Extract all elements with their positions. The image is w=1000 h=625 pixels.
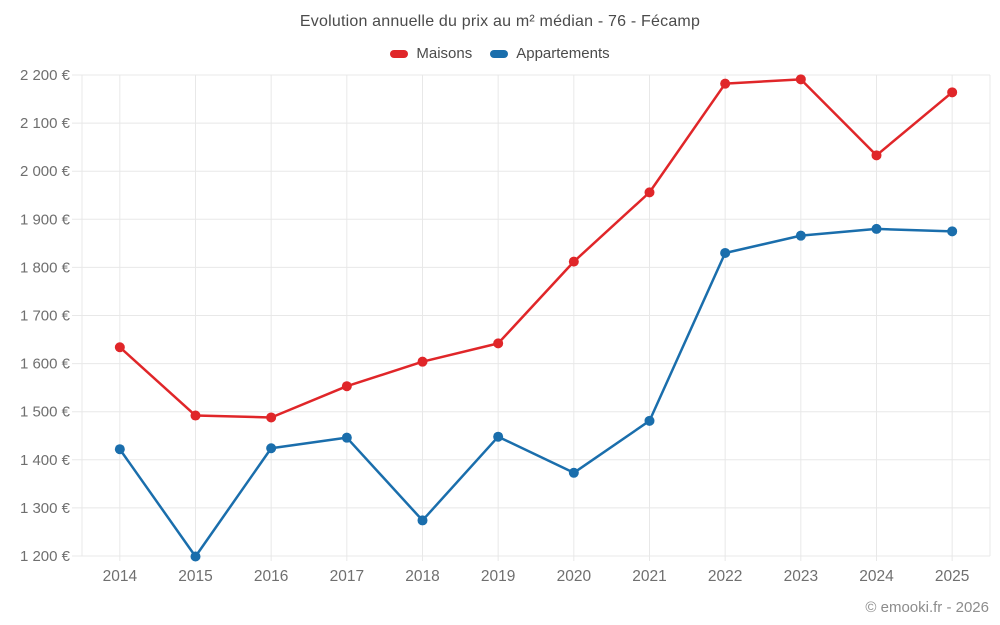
legend-swatch-maisons-icon bbox=[390, 49, 409, 58]
y-tick-label: 1 300 € bbox=[20, 500, 71, 517]
data-point-maisons-2023[interactable] bbox=[795, 74, 806, 85]
data-point-maisons-2020[interactable] bbox=[568, 256, 579, 267]
chart-title: Evolution annuelle du prix au m² médian … bbox=[299, 13, 701, 30]
data-point-maisons-2014[interactable] bbox=[114, 342, 125, 353]
y-tick-label: 1 800 € bbox=[20, 259, 71, 276]
x-tick-label: 2018 bbox=[405, 568, 439, 585]
x-tick-label: 2019 bbox=[481, 568, 515, 585]
credit-watermark: © emooki.fr - 2026 bbox=[865, 599, 989, 616]
legend: Maisons Appartements bbox=[0, 45, 1000, 62]
data-point-appartements-2023[interactable] bbox=[795, 230, 806, 241]
x-tick-label: 2024 bbox=[859, 568, 894, 585]
data-point-maisons-2021[interactable] bbox=[644, 187, 655, 198]
data-point-appartements-2025[interactable] bbox=[947, 226, 958, 237]
y-tick-label: 1 400 € bbox=[20, 452, 71, 469]
series-line-maisons[interactable] bbox=[118, 78, 954, 419]
data-point-maisons-2019[interactable] bbox=[493, 338, 504, 349]
y-tick-label: 2 000 € bbox=[20, 163, 71, 180]
y-tick-label: 1 500 € bbox=[20, 404, 71, 421]
data-point-maisons-2022[interactable] bbox=[720, 78, 731, 89]
x-tick-label: 2020 bbox=[557, 568, 592, 585]
legend-item-maisons[interactable]: Maisons bbox=[390, 45, 472, 62]
data-point-maisons-2017[interactable] bbox=[341, 381, 352, 392]
data-point-appartements-2018[interactable] bbox=[417, 515, 428, 526]
x-tick-label: 2017 bbox=[330, 568, 364, 585]
data-point-appartements-2019[interactable] bbox=[493, 431, 504, 442]
x-tick-label: 2023 bbox=[784, 568, 818, 585]
y-tick-label: 1 700 € bbox=[20, 308, 71, 325]
data-point-appartements-2024[interactable] bbox=[871, 223, 882, 234]
data-point-appartements-2021[interactable] bbox=[644, 415, 655, 426]
data-point-appartements-2014[interactable] bbox=[114, 444, 125, 455]
data-point-maisons-2015[interactable] bbox=[190, 410, 201, 421]
x-tick-label: 2021 bbox=[632, 568, 666, 585]
data-point-appartements-2015[interactable] bbox=[190, 551, 201, 562]
x-tick-label: 2014 bbox=[103, 568, 138, 585]
legend-item-appartements[interactable]: Appartements bbox=[490, 45, 610, 62]
y-tick-label: 2 100 € bbox=[20, 115, 71, 132]
legend-label-maisons: Maisons bbox=[416, 45, 473, 62]
data-point-appartements-2016[interactable] bbox=[266, 443, 277, 454]
y-tick-label: 1 600 € bbox=[20, 356, 71, 373]
data-point-appartements-2020[interactable] bbox=[568, 467, 579, 478]
data-point-appartements-2017[interactable] bbox=[341, 432, 352, 443]
x-tick-label: 2015 bbox=[178, 568, 212, 585]
x-tick-label: 2022 bbox=[708, 568, 742, 585]
legend-swatch-appartements-icon bbox=[490, 49, 509, 58]
y-tick-label: 1 900 € bbox=[20, 211, 71, 228]
y-tick-label: 2 200 € bbox=[20, 67, 71, 84]
data-point-maisons-2024[interactable] bbox=[871, 150, 882, 161]
x-tick-label: 2016 bbox=[254, 568, 288, 585]
series-line-appartements[interactable] bbox=[118, 227, 954, 558]
legend-label-appartements: Appartements bbox=[516, 45, 610, 62]
data-point-maisons-2016[interactable] bbox=[266, 412, 277, 423]
y-tick-label: 1 200 € bbox=[20, 548, 71, 565]
data-point-maisons-2018[interactable] bbox=[417, 356, 428, 367]
data-point-appartements-2022[interactable] bbox=[720, 247, 731, 258]
x-tick-label: 2025 bbox=[935, 568, 969, 585]
data-point-maisons-2025[interactable] bbox=[947, 87, 958, 98]
